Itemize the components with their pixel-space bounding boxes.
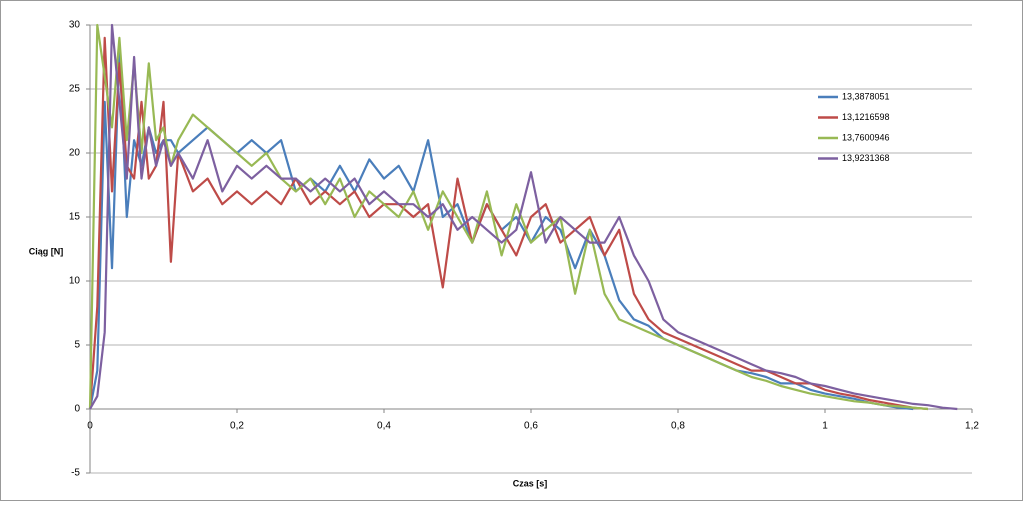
legend-label: 13,3878051 xyxy=(842,91,890,101)
y-tick-label: 20 xyxy=(69,148,81,159)
y-tick-label: 5 xyxy=(74,340,80,351)
y-tick-label: 25 xyxy=(69,84,81,95)
y-axis-title: Ciąg [N] xyxy=(29,246,64,256)
y-tick-label: 30 xyxy=(69,20,81,31)
legend-label: 13,9231368 xyxy=(842,153,890,163)
series-line xyxy=(88,36,928,411)
x-tick-label: 0,4 xyxy=(377,421,391,432)
series-line xyxy=(88,23,928,411)
series-line xyxy=(89,23,958,411)
x-tick-label: 0,8 xyxy=(671,421,685,432)
x-tick-label: 1 xyxy=(822,421,828,432)
x-tick-label: 0,2 xyxy=(230,421,244,432)
x-axis-title: Czas [s] xyxy=(513,478,548,488)
x-tick-label: 0,6 xyxy=(524,421,538,432)
y-tick-label: 15 xyxy=(69,212,81,223)
y-tick-label: 10 xyxy=(69,276,81,287)
y-tick-label: 0 xyxy=(74,404,80,415)
y-tick-label: -5 xyxy=(71,468,80,479)
x-tick-label: 1,2 xyxy=(965,421,979,432)
x-tick-label: 0 xyxy=(87,421,93,432)
legend-label: 13,1216598 xyxy=(842,112,890,122)
legend-label: 13,7600946 xyxy=(842,132,890,142)
